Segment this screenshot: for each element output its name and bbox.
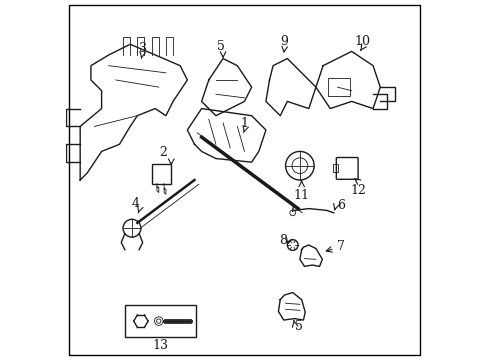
Text: 13: 13 xyxy=(152,339,168,352)
Text: 11: 11 xyxy=(293,189,309,202)
Text: 8: 8 xyxy=(278,234,286,247)
Text: 5: 5 xyxy=(217,40,225,53)
Text: 7: 7 xyxy=(337,240,345,253)
Bar xyxy=(332,164,337,172)
Text: 9: 9 xyxy=(279,35,287,48)
Bar xyxy=(124,305,196,337)
Bar xyxy=(328,78,349,96)
Text: 6: 6 xyxy=(337,198,345,212)
Text: 2: 2 xyxy=(159,146,166,159)
Text: 3: 3 xyxy=(139,42,146,55)
Text: 4: 4 xyxy=(131,197,139,210)
Bar xyxy=(151,164,171,184)
Text: 5: 5 xyxy=(294,320,302,333)
Text: 1: 1 xyxy=(240,117,248,130)
Text: 12: 12 xyxy=(350,184,366,197)
Text: 10: 10 xyxy=(354,35,369,48)
